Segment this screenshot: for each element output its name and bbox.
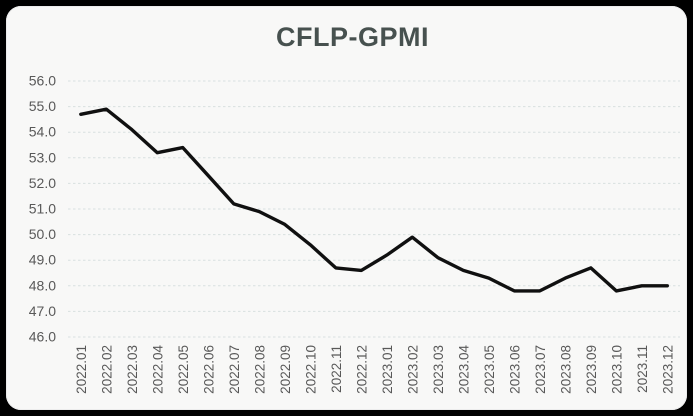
y-tick-label: 55.0 xyxy=(29,98,56,114)
x-axis-tick-labels: 2022.01 2022.02 2022.03 2022.04 2022.05 2022.… xyxy=(74,345,676,394)
x-tick-label: 2022.10 xyxy=(303,345,318,394)
x-tick-label: 2022.11 xyxy=(329,345,344,393)
x-tick-label: 2022.06 xyxy=(201,345,216,394)
x-tick-label: 2023.04 xyxy=(456,345,471,394)
gridlines xyxy=(68,80,680,338)
x-tick-label: 2023.01 xyxy=(380,345,395,394)
y-tick-label: 56.0 xyxy=(29,73,56,89)
data-series-group xyxy=(79,107,669,293)
y-tick-label: 52.0 xyxy=(29,175,56,191)
x-tick-label: 2023.10 xyxy=(609,345,624,394)
x-tick-label: 2023.08 xyxy=(558,345,573,394)
y-tick-label: 46.0 xyxy=(29,329,56,345)
y-axis-tick-labels: 56.0 55.0 54.0 53.0 52.0 51.0 50.0 49.0 48.0 47.0… xyxy=(29,73,56,345)
x-tick-label: 2023.03 xyxy=(431,345,446,394)
x-tick-label: 2022.07 xyxy=(227,345,242,394)
chart-card: CFLP-GPMI 56.0 55.0 54.0 53.0 52.0 51.0 50.0 49… xyxy=(6,6,687,410)
y-tick-label: 50.0 xyxy=(29,226,56,242)
x-tick-label: 2023.02 xyxy=(405,345,420,394)
x-tick-label: 2023.05 xyxy=(482,345,497,394)
x-tick-label: 2023.07 xyxy=(533,345,548,394)
y-tick-label: 53.0 xyxy=(29,149,56,165)
x-tick-label: 2022.03 xyxy=(125,345,140,394)
x-tick-label: 2022.04 xyxy=(150,345,165,394)
y-tick-label: 54.0 xyxy=(29,124,56,140)
x-tick-label: 2023.06 xyxy=(507,345,522,394)
y-tick-label: 48.0 xyxy=(29,277,56,293)
x-tick-label: 2022.02 xyxy=(99,345,114,394)
y-tick-label: 47.0 xyxy=(29,303,56,319)
x-tick-label: 2023.12 xyxy=(660,345,675,394)
chart-title: CFLP-GPMI xyxy=(276,22,429,52)
line-chart-canvas: 56.0 55.0 54.0 53.0 52.0 51.0 50.0 49.0 48.0 47.0… xyxy=(29,73,680,394)
x-tick-label: 2022.12 xyxy=(354,345,369,394)
series-line-cflp-gpmi xyxy=(79,107,669,293)
x-tick-label: 2022.08 xyxy=(252,345,267,394)
x-tick-label: 2022.09 xyxy=(278,345,293,394)
x-tick-label: 2022.05 xyxy=(176,345,191,394)
x-tick-label: 2023.11 xyxy=(635,345,650,393)
x-tick-label: 2023.09 xyxy=(584,345,599,394)
y-tick-label: 51.0 xyxy=(29,201,56,217)
x-tick-label: 2022.01 xyxy=(74,345,89,394)
y-tick-label: 49.0 xyxy=(29,252,56,268)
